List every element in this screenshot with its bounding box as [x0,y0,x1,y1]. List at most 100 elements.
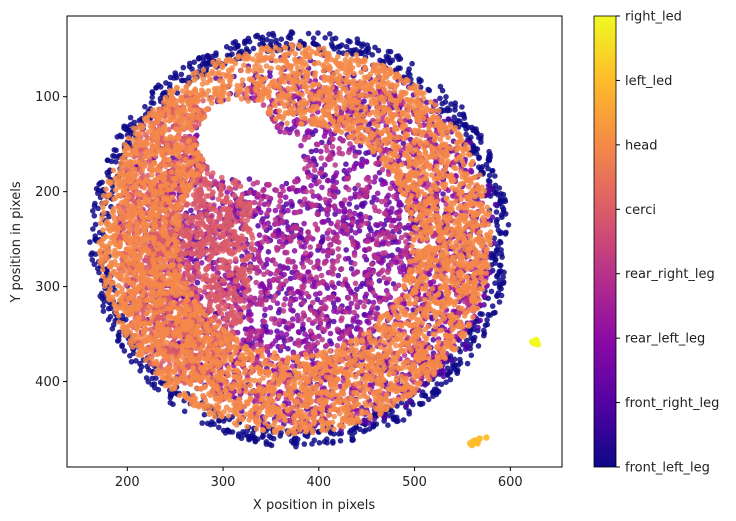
point-rear_left_leg [281,271,288,278]
point-front_left_leg [199,420,205,426]
point-rear_right_leg [318,306,324,312]
point-rear_left_leg [278,330,285,336]
point-rear_right_leg [273,220,280,227]
point-front_left_leg [201,411,208,418]
point-rear_left_leg [292,296,299,303]
point-front_left_leg [477,311,484,317]
point-rear_right_leg [307,244,314,250]
point-rear_right_leg [351,309,357,316]
point-front_left_leg [493,189,500,196]
point-rear_right_leg [264,210,270,217]
point-rear_left_leg [320,248,326,254]
point-front_left_leg [498,286,504,292]
point-front_left_leg [121,348,128,354]
point-rear_right_leg [283,278,289,284]
point-rear_right_leg [261,319,268,325]
point-rear_left_leg [308,182,314,189]
point-rear_right_leg [330,136,336,142]
point-rear_right_leg [394,254,400,261]
point-rear_right_leg [266,181,272,188]
point-front_left_leg [385,54,392,61]
point-front_right_leg [343,161,349,167]
point-front_left_leg [337,438,344,444]
point-rear_right_leg [331,237,338,243]
point-rear_left_leg [295,329,302,335]
point-front_right_leg [477,317,484,324]
point-rear_right_leg [314,227,321,233]
point-front_right_leg [332,211,338,217]
point-rear_right_leg [281,302,287,308]
point-rear_right_leg [298,316,305,322]
point-rear_right_leg [254,270,260,276]
point-front_right_leg [265,249,272,255]
point-rear_right_leg [313,274,320,281]
point-rear_right_leg [276,285,282,291]
point-front_left_leg [426,87,433,94]
point-rear_right_leg [302,166,308,172]
point-rear_left_leg [259,218,265,225]
point-front_left_leg [93,185,100,192]
point-front_left_leg [115,332,122,339]
point-rear_right_leg [330,260,336,267]
point-rear_right_leg [337,305,344,312]
point-rear_right_leg [322,296,328,303]
point-front_right_leg [348,266,355,272]
point-rear_right_leg [327,242,333,248]
point-cerci [247,268,253,275]
point-rear_right_leg [393,226,400,233]
point-front_left_leg [387,59,393,66]
point-front_right_leg [246,176,253,182]
point-front_left_leg [425,396,432,403]
point-front_left_leg [180,64,187,71]
point-front_left_leg [505,222,512,228]
point-front_right_leg [430,337,437,343]
point-front_left_leg [170,401,176,408]
point-rear_right_leg [324,342,330,349]
point-rear_right_leg [330,183,337,190]
point-front_left_leg [385,422,391,429]
point-rear_right_leg [335,246,342,252]
point-front_left_leg [501,269,507,276]
point-rear_right_leg [352,280,359,287]
point-front_left_leg [463,131,470,138]
point-front_right_leg [363,150,369,156]
point-rear_right_leg [334,326,341,333]
point-rear_right_leg [250,297,257,303]
point-front_left_leg [305,30,312,37]
point-rear_right_leg [323,143,329,150]
point-rear_right_leg [310,202,316,209]
point-rear_left_leg [352,230,359,236]
point-rear_right_leg [379,166,386,173]
point-front_left_leg [92,233,98,239]
point-rear_right_leg [352,293,359,300]
point-front_left_leg [391,414,397,420]
point-rear_right_leg [361,303,367,310]
point-front_left_leg [158,84,164,90]
point-front_left_leg [489,303,496,309]
point-rear_right_leg [398,259,405,266]
point-rear_right_leg [303,188,310,195]
point-front_left_leg [498,229,505,236]
point-rear_left_leg [350,318,357,325]
point-rear_right_leg [311,264,317,271]
point-rear_right_leg [306,278,313,284]
point-rear_left_leg [357,217,364,223]
point-rear_right_leg [300,300,306,306]
point-front_left_leg [105,305,112,312]
point-front_right_leg [335,272,342,279]
point-rear_right_leg [317,170,323,176]
point-rear_right_leg [312,318,318,325]
point-front_left_leg [439,100,446,107]
point-rear_right_leg [346,186,352,193]
point-front_left_leg [470,336,477,343]
point-front_left_leg [189,66,195,72]
point-front_left_leg [288,438,295,445]
point-front_right_leg [331,318,337,325]
point-rear_left_leg [321,219,328,225]
point-rear_right_leg [404,244,410,250]
point-front_left_leg [494,292,500,299]
point-rear_right_leg [280,308,287,314]
point-rear_right_leg [316,178,322,185]
point-front_left_leg [484,321,491,328]
point-front_left_leg [487,312,494,319]
